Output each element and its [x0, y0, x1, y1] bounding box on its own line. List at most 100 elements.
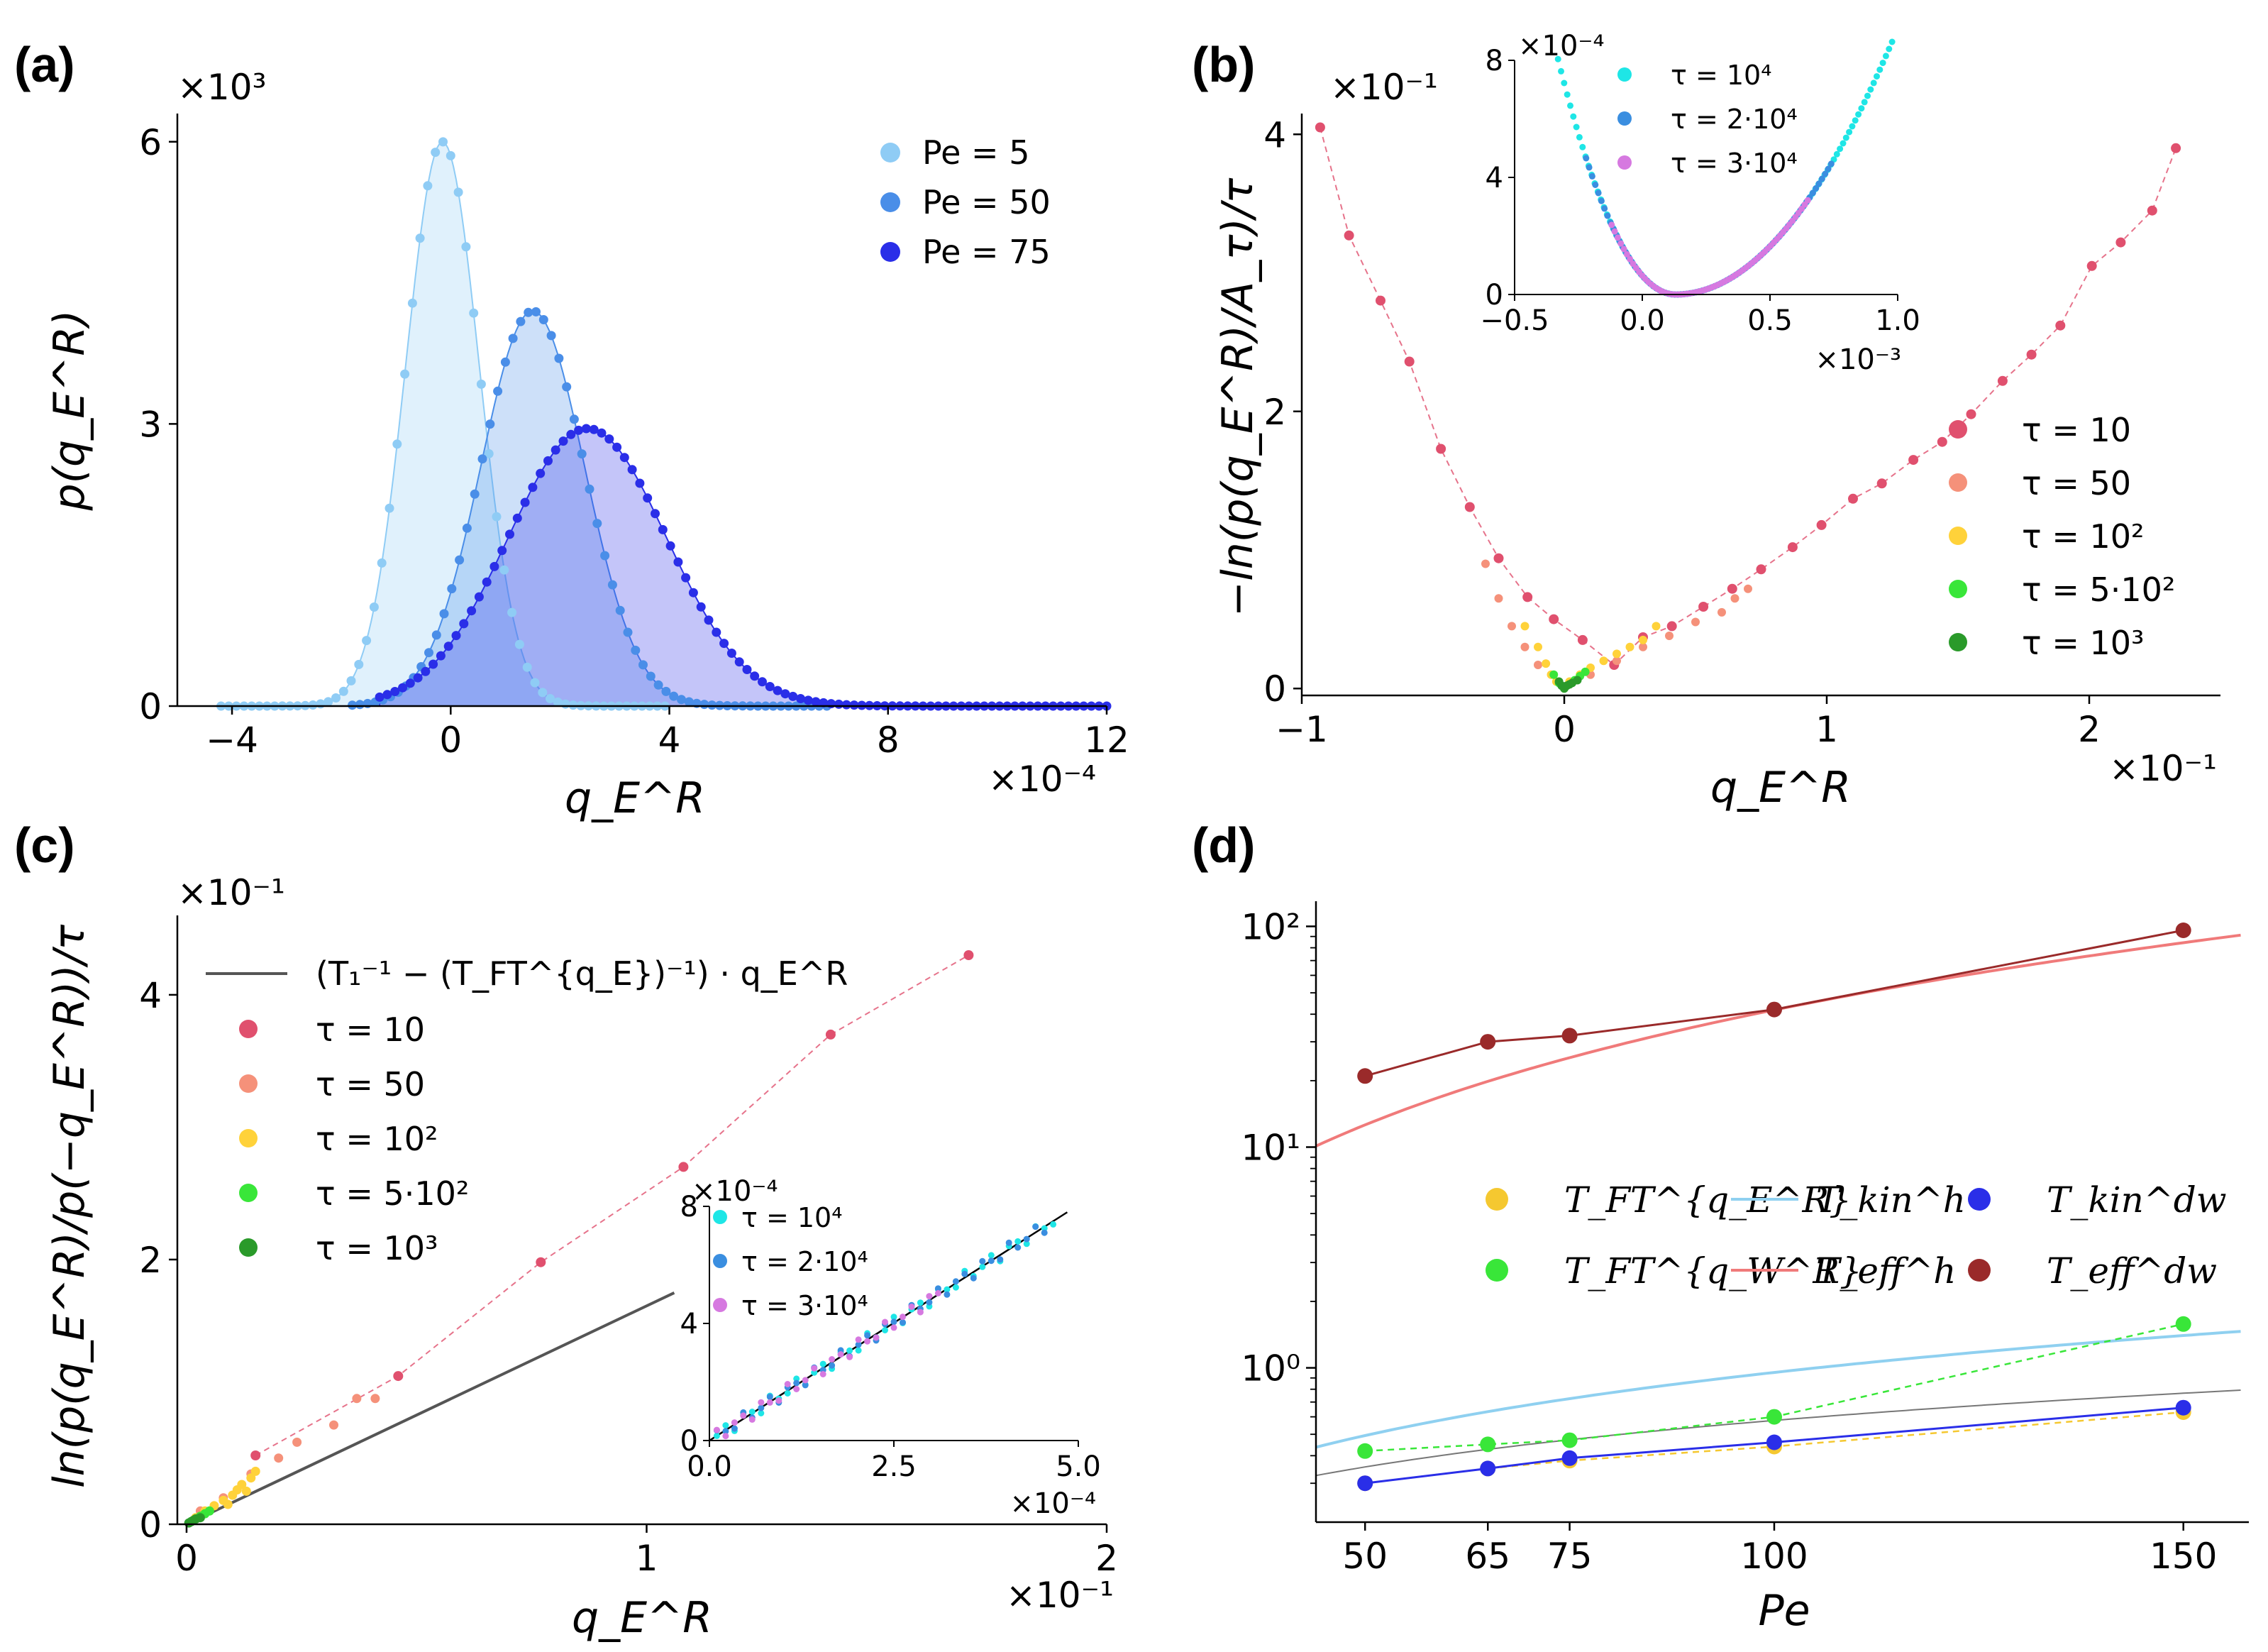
data-point — [811, 697, 821, 707]
x-axis-label: q_E^R — [1710, 763, 1851, 813]
x-tick-label: 8 — [877, 720, 900, 761]
data-point — [1966, 409, 1976, 419]
data-point — [2175, 1399, 2191, 1416]
data-point — [684, 697, 694, 707]
theory-curve-0 — [1315, 1330, 2241, 1449]
data-point — [665, 541, 675, 551]
panel-label-d: (d) — [1192, 817, 1255, 873]
data-point — [607, 580, 617, 590]
inset-point — [926, 1293, 933, 1300]
dots-series-1 — [1481, 559, 1752, 679]
dots-series-0 — [216, 137, 670, 711]
dots-series-5 — [1357, 923, 2191, 1084]
data-point — [423, 181, 433, 191]
y-tick-label: 10¹ — [1241, 1128, 1300, 1169]
dots-series-4 — [1554, 676, 1582, 693]
data-point — [241, 1486, 251, 1496]
legend-marker — [880, 192, 900, 212]
y-multiplier: ×10⁻¹ — [1330, 67, 1438, 108]
data-point — [1613, 649, 1621, 659]
y-tick-label: 4 — [139, 975, 162, 1016]
panel-a: (a) −4 0 4 8 12 0 3 6 ×10³ ×10⁻⁴ q_E^R p(q_E^R) Pe = … — [14, 37, 1129, 823]
inset-point — [1886, 45, 1893, 53]
y-tick-label: 0 — [1263, 668, 1286, 710]
data-point — [1549, 614, 1559, 624]
x-tick-label: 150 — [2150, 1536, 2217, 1577]
panel-label-a: (a) — [14, 37, 75, 92]
x-tick-label: 100 — [1740, 1536, 1808, 1577]
data-point — [522, 662, 532, 672]
x-tick-label: 0 — [1553, 709, 1576, 750]
inset-x-tick-label: 0.0 — [687, 1450, 732, 1483]
data-point — [734, 657, 744, 667]
inset-x-tick-label: 0.0 — [1620, 304, 1665, 337]
dashed-line-series-0 — [1319, 127, 2177, 666]
inset-point — [1882, 53, 1889, 60]
data-point — [2115, 237, 2126, 248]
inset-point — [934, 1285, 941, 1292]
data-point — [619, 453, 629, 463]
data-point — [331, 693, 341, 703]
data-point — [1691, 617, 1700, 627]
x-axis-label: Pe — [1758, 1586, 1810, 1636]
data-point — [631, 645, 641, 655]
x-tick-label: −4 — [206, 720, 258, 761]
data-point — [492, 512, 502, 522]
legend-label: T_FT^{q_E^R} — [1564, 1179, 1852, 1221]
data-point — [719, 639, 729, 649]
legend-marker — [239, 1074, 258, 1093]
data-point — [292, 1437, 302, 1447]
inset-y-tick-label: 8 — [1486, 45, 1503, 77]
x-multiplier: ×10⁻¹ — [2109, 748, 2217, 789]
x-tick-label: −1 — [1276, 709, 1328, 750]
inset-point — [979, 1257, 986, 1265]
y-multiplier: ×10⁻¹ — [177, 872, 285, 913]
data-point — [615, 605, 625, 615]
inset-x-tick-label: 2.5 — [871, 1450, 917, 1483]
data-point — [431, 148, 441, 158]
data-point — [415, 233, 425, 243]
legend-marker — [239, 1129, 258, 1147]
data-point — [758, 677, 767, 687]
data-point — [841, 700, 851, 710]
data-point — [413, 673, 423, 683]
data-point — [1344, 230, 1354, 241]
inset-legend-marker — [713, 1210, 727, 1224]
legend-marker — [880, 242, 900, 262]
inset-point — [1023, 1235, 1030, 1243]
inset-point — [1846, 128, 1853, 136]
data-point — [678, 1162, 689, 1172]
data-point — [407, 298, 417, 308]
data-point — [348, 700, 358, 710]
inset-point — [1852, 117, 1859, 124]
inset-point — [846, 1353, 853, 1360]
data-point — [742, 665, 752, 674]
theory-curve-2 — [1315, 1389, 2241, 1477]
inset-point — [802, 1377, 809, 1384]
legend-marker — [880, 143, 900, 163]
legend-marker — [239, 1238, 258, 1257]
inset-point — [829, 1356, 836, 1362]
data-point — [1522, 592, 1533, 602]
data-point — [712, 627, 721, 637]
inset-point — [748, 1416, 756, 1423]
inset-point — [1876, 66, 1883, 73]
inset-legend-marker — [1617, 111, 1632, 126]
x-axis-label: q_E^R — [572, 1593, 712, 1643]
inset-point — [1627, 255, 1634, 263]
data-point — [514, 639, 524, 649]
inset-point — [900, 1314, 906, 1321]
data-point — [803, 695, 813, 705]
data-point — [1534, 642, 1542, 651]
panel-b: (b)−1 0 1 2024×10⁻¹×10⁻¹q_E^R−ln(p(q_E^R)/A… — [1192, 30, 2220, 813]
inset-point — [1014, 1244, 1022, 1251]
data-point — [1581, 667, 1590, 676]
inset-point — [864, 1338, 871, 1345]
inset-point — [1879, 60, 1886, 67]
inset-point — [758, 1410, 765, 1416]
inset-legend-marker — [1617, 155, 1632, 170]
legend-marker — [1486, 1259, 1508, 1282]
data-point — [1493, 553, 1504, 563]
inset-point — [970, 1274, 977, 1282]
data-point — [1480, 1436, 1496, 1453]
